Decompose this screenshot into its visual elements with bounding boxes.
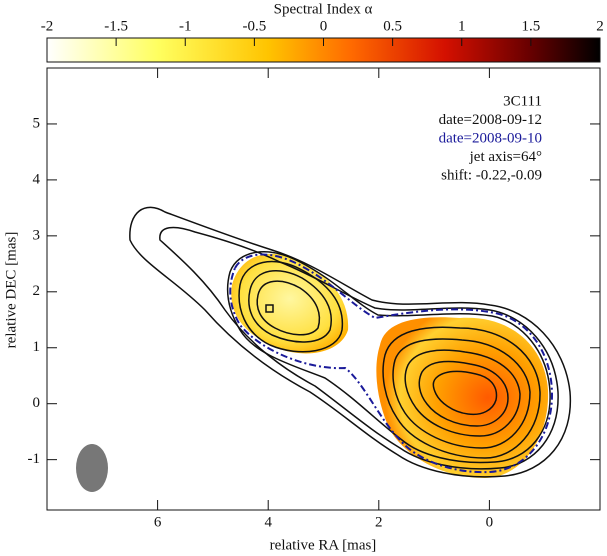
colorbar-tick-label: 1.5 xyxy=(522,18,541,34)
y-tick-label: -1 xyxy=(28,451,41,467)
heatmap xyxy=(231,253,549,478)
annotation: date=2008-09-12 xyxy=(439,112,542,128)
colorbar-tick-label: 1 xyxy=(458,18,466,34)
beam xyxy=(76,444,108,492)
contours xyxy=(129,206,572,478)
y-tick-label: 0 xyxy=(33,395,41,411)
x-tick-label: 0 xyxy=(486,514,494,530)
y-tick-label: 3 xyxy=(33,227,41,243)
y-tick-label: 4 xyxy=(33,171,41,187)
colorbar-tick-label: 0.5 xyxy=(383,18,402,34)
plot-frame xyxy=(46,67,601,511)
colorbar-tick-label: -0.5 xyxy=(243,18,267,34)
x-tick-label: 6 xyxy=(154,514,162,530)
y-tick-label: 5 xyxy=(33,115,41,131)
y-tick-label: 1 xyxy=(33,339,41,355)
x-tick-label: 2 xyxy=(375,514,383,530)
annotation: 3C111 xyxy=(503,93,542,109)
annotation: date=2008-09-10 xyxy=(439,130,542,146)
y-axis-label: relative DEC [mas] xyxy=(3,232,19,349)
x-tick-label: 4 xyxy=(264,514,272,530)
x-axis-label: relative RA [mas] xyxy=(270,537,377,553)
colorbar-tick-label: 2 xyxy=(596,18,604,34)
annotation: shift: -0.22,-0.09 xyxy=(441,167,542,183)
colorbar-tick-label: -1 xyxy=(179,18,192,34)
colorbar-tick-label: -1.5 xyxy=(104,18,128,34)
colorbar-tick-label: 0 xyxy=(320,18,328,34)
annotation: jet axis=64° xyxy=(469,149,542,165)
colorbar-tick-label: -2 xyxy=(41,18,54,34)
y-tick-label: 2 xyxy=(33,283,41,299)
colorbar-title: Spectral Index α xyxy=(274,1,373,17)
